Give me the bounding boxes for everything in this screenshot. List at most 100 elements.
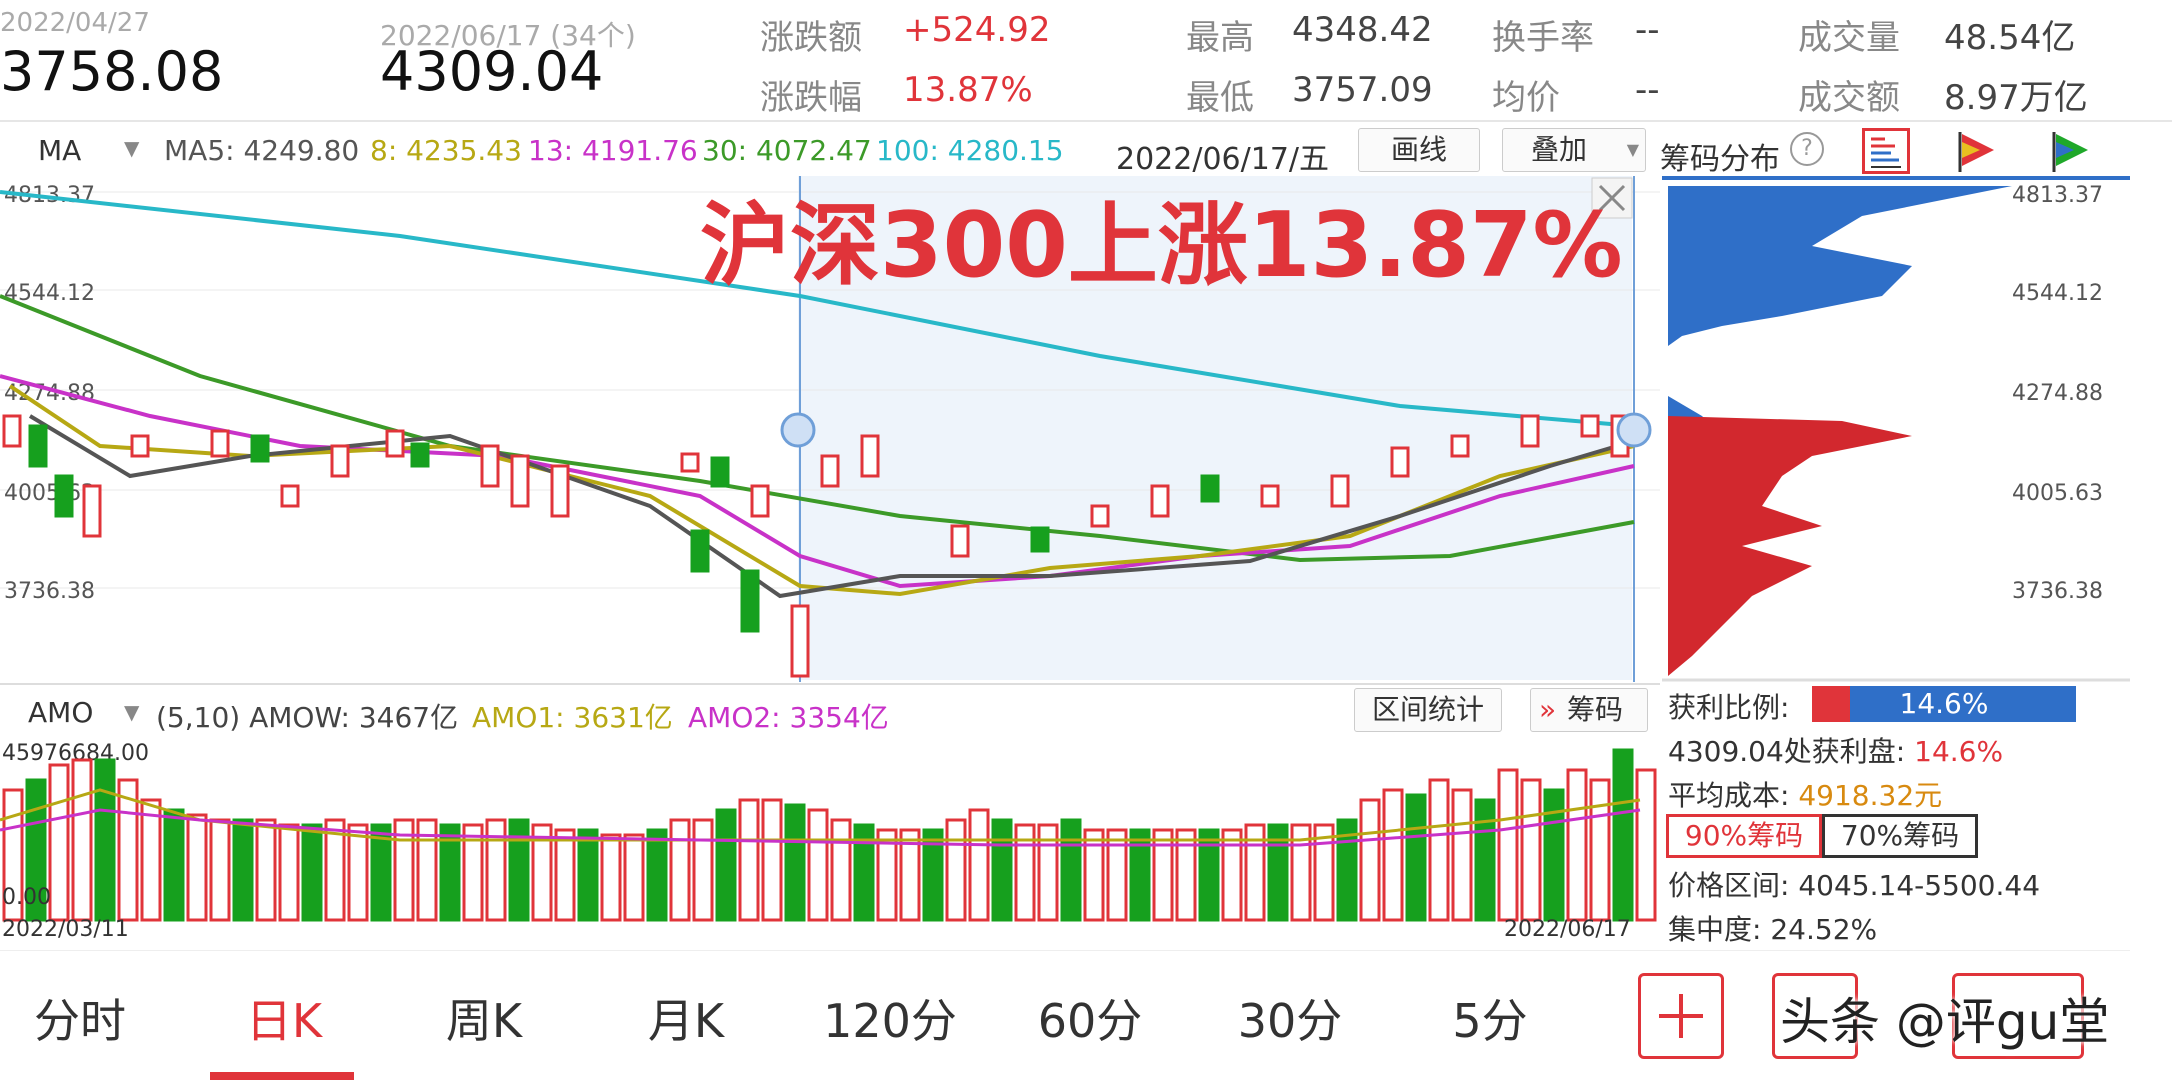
annotation-text: 沪深300上涨13.87% xyxy=(700,193,1623,298)
volume-bar xyxy=(1014,823,1036,922)
volume-bar xyxy=(784,803,806,922)
chip-y-tick-label: 4544.12 xyxy=(2012,281,2103,306)
chip-90-tab[interactable]: 90%筹码 xyxy=(1666,814,1822,858)
candlestick xyxy=(410,442,430,468)
chip-bars-icon[interactable] xyxy=(1862,128,1910,174)
volume-bar xyxy=(945,818,967,922)
chip-70-tab[interactable]: 70%筹码 xyxy=(1822,814,1978,858)
high-label: 最高 xyxy=(1186,18,1254,58)
chip-y-tick-label: 4005.63 xyxy=(2012,481,2103,506)
ma100-value: 100: 4280.15 xyxy=(876,134,1064,167)
divider xyxy=(0,950,2130,951)
end-date: 2022/06/17 (34个) xyxy=(380,19,636,52)
chip-y-tick-label: 4813.37 xyxy=(2012,183,2103,208)
volume-bar xyxy=(554,828,576,922)
chip-y-tick-label: 4274.88 xyxy=(2012,381,2103,406)
volume-bar xyxy=(1543,788,1565,922)
flag-green-icon[interactable] xyxy=(2046,128,2094,174)
ma-indicator-select[interactable]: MA xyxy=(38,134,82,167)
amo-indicator-select[interactable]: AMO xyxy=(28,696,94,729)
volume-bar xyxy=(140,798,162,922)
prev-button[interactable] xyxy=(1772,973,1858,1059)
tab-daily-k[interactable]: 日K xyxy=(245,994,323,1048)
concentration-label: 集中度: xyxy=(1668,913,1762,946)
volume-bar xyxy=(278,823,300,922)
end-price: 4309.04 xyxy=(380,40,604,103)
tab-5min[interactable]: 5分 xyxy=(1452,994,1528,1048)
profit-ratio-fill xyxy=(1812,686,1850,722)
selection-range xyxy=(798,176,1632,680)
price-range: 价格区间: 4045.14-5500.44 xyxy=(1668,864,2040,904)
turnover-label: 换手率 xyxy=(1492,18,1594,58)
amo2-value: AMO2: 3354亿 xyxy=(688,701,889,734)
price-chart[interactable]: 4813.374544.124274.884005.633736.38沪深300… xyxy=(0,176,1660,682)
volume-bar xyxy=(1129,828,1151,922)
profit-ratio-value: 14.6% xyxy=(1899,687,1989,720)
candlestick xyxy=(710,456,730,488)
ma5-value: MA5: 4249.80 xyxy=(164,134,360,167)
volume-bar xyxy=(1359,798,1381,922)
candlestick xyxy=(82,484,102,538)
volume-bar xyxy=(71,758,93,922)
chip-button-label: 筹码 xyxy=(1567,693,1624,726)
start-date: 2022/04/27 xyxy=(0,8,150,38)
tab-60min[interactable]: 60分 xyxy=(1037,994,1143,1048)
volume-bar xyxy=(600,833,622,922)
volume-bar xyxy=(1083,828,1105,922)
draw-line-button[interactable]: 画线 xyxy=(1358,128,1480,172)
date-start-label: 2022/03/11 xyxy=(2,917,129,940)
volume-bar xyxy=(623,833,645,922)
tab-timeshare[interactable]: 分时 xyxy=(34,994,126,1048)
start-price: 3758.08 xyxy=(0,40,224,103)
volume-bar xyxy=(715,808,737,922)
chevron-down-icon[interactable]: ▼ xyxy=(124,700,140,724)
candlestick xyxy=(690,529,710,573)
volume-bar xyxy=(1520,778,1542,922)
candlestick xyxy=(280,484,300,508)
divider xyxy=(0,683,1660,685)
volume-bar xyxy=(830,818,852,922)
chip-distribution-chart: 4813.37 4544.12 4274.88 4005.63 3736.38 xyxy=(1662,176,2130,682)
avg-price-value: -- xyxy=(1635,70,1660,110)
volume-label: 成交量 xyxy=(1798,18,1900,58)
ma8-value: 8: 4235.43 xyxy=(370,134,522,167)
amount-value: 8.97万亿 xyxy=(1944,78,2088,118)
help-icon[interactable]: ? xyxy=(1790,132,1824,166)
volume-bar xyxy=(508,818,530,922)
volume-bar xyxy=(692,818,714,922)
range-handle-left xyxy=(780,412,816,448)
chip-button[interactable]: » 筹码 xyxy=(1530,688,1648,732)
tab-weekly-k[interactable]: 周K xyxy=(445,994,523,1048)
candlestick xyxy=(750,484,770,518)
volume-bar xyxy=(531,823,553,922)
candlestick xyxy=(1200,474,1220,503)
chevron-down-icon: ▼ xyxy=(1626,140,1639,159)
candlestick xyxy=(1330,474,1350,508)
avg-cost-label: 平均成本: xyxy=(1668,779,1790,812)
active-tab-indicator xyxy=(210,1072,354,1080)
profit-at-price-label: 4309.04处获利盘: xyxy=(1668,735,1906,768)
tab-monthly-k[interactable]: 月K xyxy=(647,994,725,1048)
volume-bar xyxy=(25,778,47,922)
overlay-button[interactable]: 叠加 ▼ xyxy=(1502,128,1646,172)
price-range-label: 价格区间: xyxy=(1668,869,1790,902)
ma30-value: 30: 4072.47 xyxy=(702,134,872,167)
range-stats-button[interactable]: 区间统计 xyxy=(1354,688,1502,732)
flag-red-icon[interactable] xyxy=(1952,128,2000,174)
add-button[interactable] xyxy=(1638,973,1724,1059)
next-button[interactable] xyxy=(1952,973,2084,1059)
change-percent-label: 涨跌幅 xyxy=(760,78,862,118)
tab-120min[interactable]: 120分 xyxy=(823,994,957,1048)
volume-bar xyxy=(1152,828,1174,922)
volume-bar xyxy=(1474,798,1496,922)
volume-value: 48.54亿 xyxy=(1944,18,2076,58)
tab-30min[interactable]: 30分 xyxy=(1237,994,1343,1048)
volume-bar xyxy=(163,808,185,922)
volume-bar xyxy=(922,828,944,922)
volume-bar xyxy=(1428,778,1450,922)
chevron-down-icon[interactable]: ▼ xyxy=(124,136,140,160)
ma13-line xyxy=(0,374,1635,589)
chip-blue-area xyxy=(1668,186,2012,346)
